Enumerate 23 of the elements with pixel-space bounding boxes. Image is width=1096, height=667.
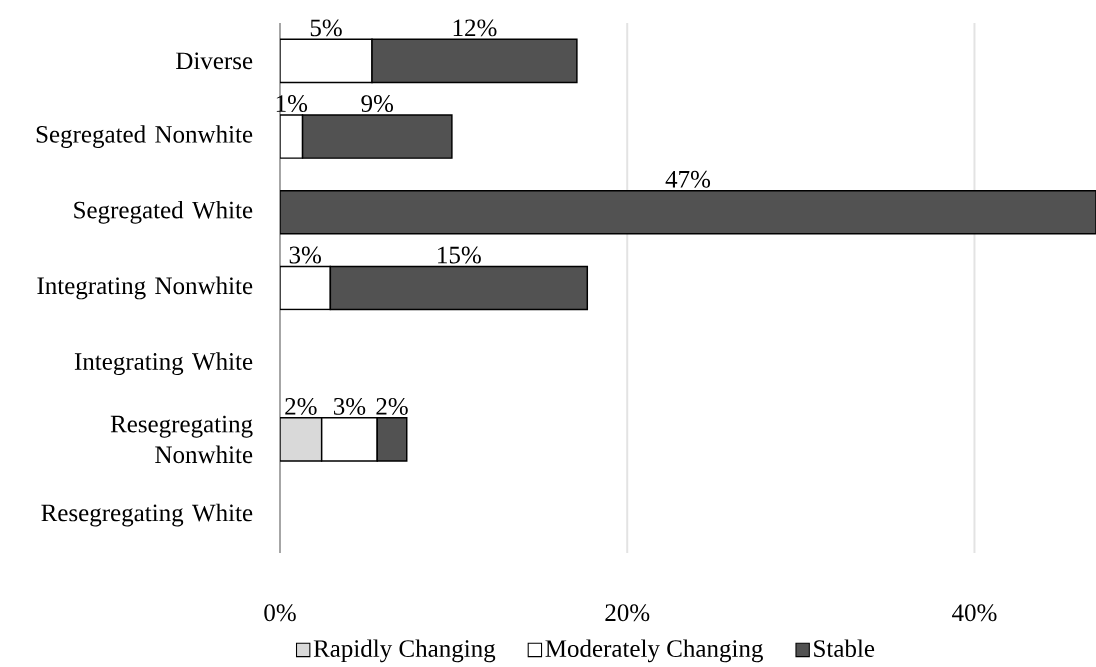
y-tick-label: Segregated Nonwhite <box>36 125 253 148</box>
legend-label: Stable <box>814 639 875 658</box>
data-label: 5% <box>310 19 342 37</box>
data-label: 3% <box>289 246 321 264</box>
data-label: 1% <box>276 95 308 113</box>
legend-label: Rapidly Changing <box>313 639 496 663</box>
data-label: 9% <box>361 95 394 113</box>
y-tick-label: Integrating White <box>74 352 253 376</box>
y-tick-label: Resegregating White <box>41 503 253 527</box>
data-label: 47% <box>665 170 711 188</box>
x-tick-label: 40% <box>952 604 997 622</box>
y-tick-label: Integrating Nonwhite <box>37 276 253 300</box>
data-label: 15% <box>438 246 481 264</box>
data-label: 2% <box>376 397 408 415</box>
data-label: 12% <box>453 19 497 37</box>
data-label: 2% <box>285 397 317 415</box>
y-tick-label: Segregated White <box>74 200 253 224</box>
data-label: 3% <box>333 397 366 415</box>
x-tick-label: 20% <box>605 604 650 622</box>
x-tick-label: 0% <box>264 604 296 622</box>
y-tick-label: Resegregating Nonwhite <box>110 415 253 464</box>
legend-label: Moderately Changing <box>545 639 763 663</box>
y-tick-label: Diverse <box>176 52 253 70</box>
